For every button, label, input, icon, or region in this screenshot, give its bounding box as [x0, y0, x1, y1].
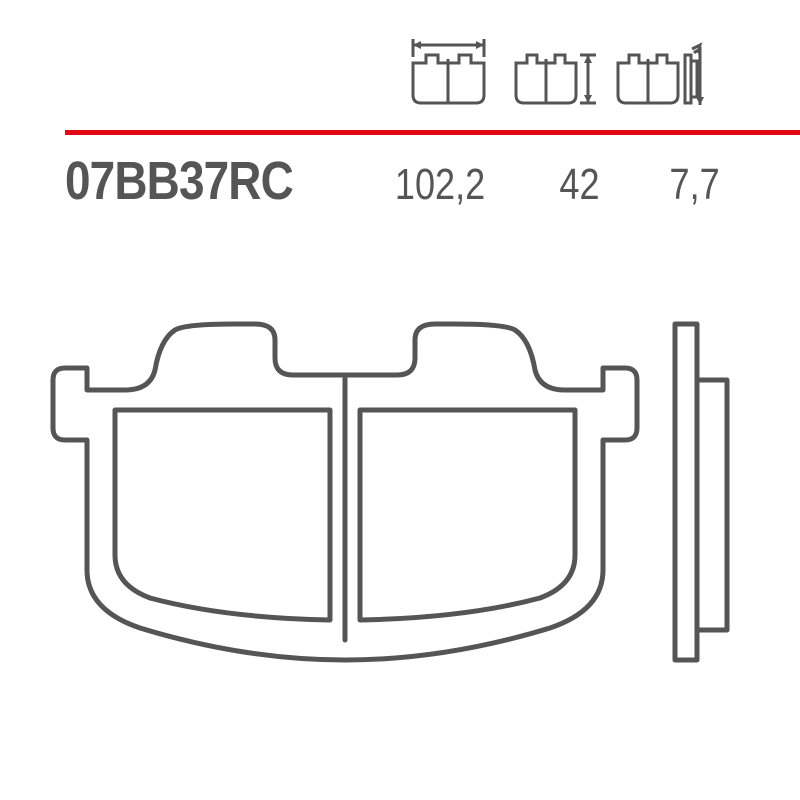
red-divider [65, 130, 800, 135]
pad-width-icon [401, 35, 496, 113]
technical-drawing [45, 280, 745, 680]
spec-row: 07BB37RC 102,2 42 7,7 [65, 150, 725, 212]
dim-width: 102,2 [395, 160, 485, 210]
pad-right-surface [360, 410, 575, 620]
brake-pad-drawing [45, 280, 745, 680]
dim-height: 42 [559, 160, 599, 210]
part-number: 07BB37RC [65, 150, 293, 212]
pad-left-surface [115, 410, 330, 620]
pad-thickness-icon [610, 35, 705, 113]
dim-thickness: 7,7 [669, 160, 719, 210]
dimension-icons [401, 35, 705, 113]
pad-side-view [675, 324, 727, 660]
pad-height-icon [508, 35, 598, 113]
dimension-values: 102,2 42 7,7 [385, 160, 725, 210]
